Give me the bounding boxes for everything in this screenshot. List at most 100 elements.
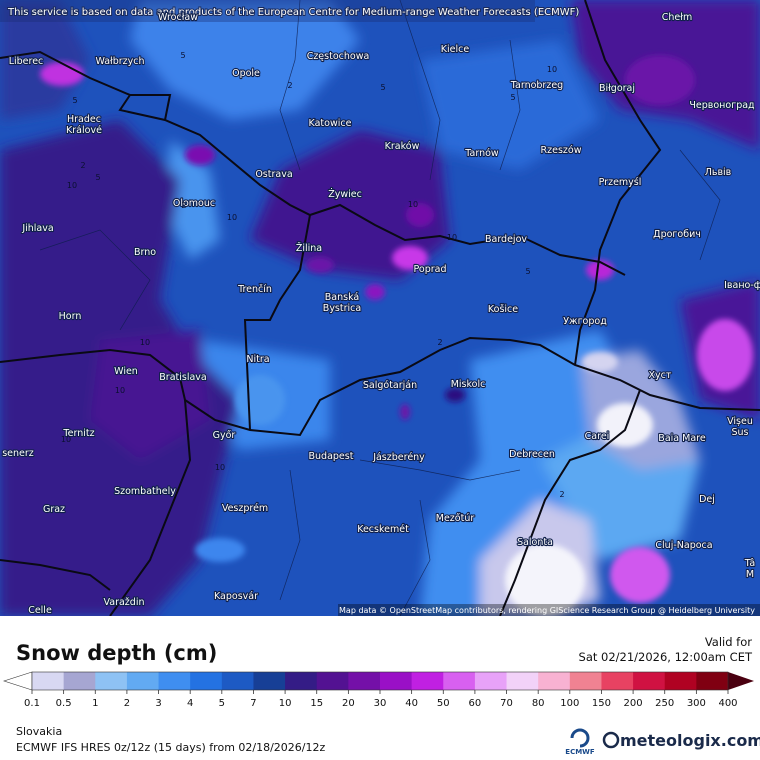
legend-label: 3	[155, 698, 161, 709]
contour-label: 2	[437, 338, 442, 347]
ecmwf-logo: ECMWF	[565, 728, 595, 756]
city-label: Vișeu	[727, 416, 753, 427]
service-notice: This service is based on data and produc…	[7, 7, 579, 18]
city-label: Liberec	[9, 56, 44, 67]
city-label: Horn	[59, 311, 82, 322]
valid-time: Sat 02/21/2026, 12:00am CET	[579, 650, 753, 664]
city-label: Kraków	[385, 141, 420, 152]
city-label: Wien	[114, 366, 138, 377]
contour-label: 5	[525, 267, 530, 276]
map: This service is based on data and produc…	[0, 0, 760, 616]
city-labels: Wrocław Opole Częstochowa Kielce Chełm Libere…	[1, 11, 760, 616]
legend-label: 40	[405, 698, 418, 709]
contour-label: 5	[95, 173, 100, 182]
city-label: Hradec	[67, 114, 101, 125]
contour-label: 2	[80, 161, 85, 170]
city-label: Tâ	[744, 558, 756, 569]
city-label: Debrecen	[509, 449, 555, 460]
city-label: Dej	[699, 494, 715, 505]
legend-swatch	[633, 672, 666, 690]
legend-swatch	[411, 672, 444, 690]
legend-swatch	[348, 672, 381, 690]
legend-swatch	[190, 672, 223, 690]
legend-label: 30	[374, 698, 387, 709]
contour-label: 10	[115, 386, 125, 395]
legend-swatch	[32, 672, 65, 690]
legend-label: 0.5	[56, 698, 72, 709]
contour-label: 5	[72, 96, 77, 105]
city-label: Szombathely	[114, 486, 176, 497]
city-label: Rzeszów	[541, 145, 582, 156]
legend-swatch	[474, 672, 507, 690]
legend-swatch	[569, 672, 602, 690]
admin-borders	[39, 0, 721, 616]
contour-label: 10	[61, 435, 71, 444]
region-name: Slovakia	[16, 725, 62, 738]
legend-swatch	[253, 672, 286, 690]
city-label: Kaposvár	[214, 591, 258, 602]
color-legend: 0.1 0.5 1 2 3 4 5 7 10 15 20 30 40 50 60 70 80 100 150 200 2…	[3, 671, 754, 709]
city-label: Banská	[325, 292, 359, 303]
contour-label: 10	[227, 213, 237, 222]
city-label: Košice	[488, 304, 518, 315]
city-label: Kecskemét	[357, 524, 409, 535]
contour-label: 2	[287, 81, 292, 90]
model-run: ECMWF IFS HRES 0z/12z (15 days) from 02/…	[16, 741, 326, 754]
city-label: Wrocław	[158, 12, 198, 23]
legend-swatch	[601, 672, 634, 690]
city-label: Miskolc	[451, 379, 486, 390]
contour-label: 10	[447, 233, 457, 242]
city-label: Varaždin	[104, 597, 145, 608]
legend-label: 4	[187, 698, 193, 709]
city-label: Mezőtúr	[436, 513, 475, 524]
city-label: Дрогобич	[653, 229, 701, 240]
contour-label: 10	[140, 338, 150, 347]
legend-label: 200	[624, 698, 643, 709]
snow-patches	[40, 55, 753, 616]
city-label: Ostrava	[255, 169, 292, 180]
meteologix-logo: meteologix.com	[602, 731, 760, 750]
city-label: Żywiec	[328, 189, 362, 200]
legend-swatch	[63, 672, 96, 690]
contour-label: 10	[547, 65, 557, 74]
city-label: Przemyśl	[599, 177, 642, 188]
city-label: Baia Mare	[658, 433, 706, 444]
city-label: Червоноград	[689, 100, 755, 111]
city-label: Jihlava	[21, 223, 53, 234]
legend-swatch	[316, 672, 349, 690]
city-label: Brno	[134, 247, 156, 258]
notice-backdrop	[0, 0, 535, 22]
legend-label: 50	[437, 698, 450, 709]
city-label: Salonta	[517, 537, 553, 548]
contour-label: 10	[408, 200, 418, 209]
parameter-title: Snow depth (cm)	[16, 641, 217, 665]
city-label: Salgótarján	[363, 380, 417, 391]
city-label: Olomouc	[173, 198, 215, 209]
country-borders	[0, 0, 760, 616]
city-label: Chełm	[662, 12, 692, 23]
city-label: Bystrica	[323, 303, 361, 314]
city-label: Žilina	[296, 242, 322, 254]
ecmwf-text: ECMWF	[565, 748, 595, 756]
attribution-backdrop	[338, 604, 760, 616]
legend-label: 0.1	[24, 698, 40, 709]
legend-swatch	[158, 672, 191, 690]
city-label: Tarnobrzeg	[510, 80, 563, 91]
legend-label: 15	[310, 698, 323, 709]
legend-label: 250	[655, 698, 674, 709]
city-label: Jászberény	[372, 452, 425, 463]
legend-label: 150	[592, 698, 611, 709]
legend-swatch	[664, 672, 697, 690]
city-label: Częstochowa	[307, 51, 370, 62]
city-label: Carei	[585, 431, 610, 442]
legend-label: 400	[718, 698, 737, 709]
city-label: Львів	[705, 167, 732, 178]
city-label: Győr	[213, 430, 236, 441]
legend-swatch	[126, 672, 159, 690]
city-label: Івано-ф	[724, 280, 760, 291]
legend-swatch	[538, 672, 571, 690]
city-label: Budapest	[309, 451, 354, 462]
city-label: Katowice	[309, 118, 352, 129]
